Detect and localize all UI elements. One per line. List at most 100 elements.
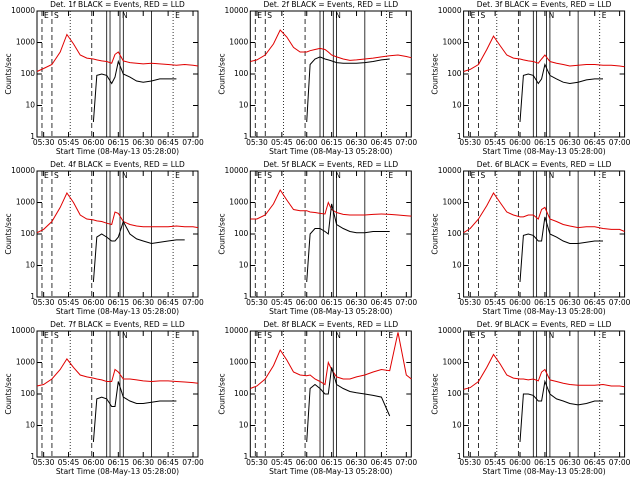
chart-title: Det. 9f BLACK = Events, RED = LLD: [477, 320, 612, 329]
y-tick-label: 1000: [443, 38, 462, 47]
x-tick-label: 06:30: [559, 458, 581, 467]
chart-title: Det. 8f BLACK = Events, RED = LLD: [263, 320, 398, 329]
event-marker-label: S: [54, 11, 59, 20]
event-marker-label: S: [481, 171, 486, 180]
x-tick-label: 06:00: [83, 298, 105, 307]
series-line: [250, 29, 412, 62]
plot-frame: [249, 170, 412, 298]
y-tick-label: 1000: [16, 198, 35, 207]
event-marker-label: E: [44, 331, 49, 340]
x-tick-label: 06:30: [132, 138, 154, 147]
event-marker-label: E: [175, 171, 180, 180]
chart-title: Det. 2f BLACK = Events, RED = LLD: [263, 0, 398, 9]
series-line: [306, 367, 391, 443]
event-marker-label: S: [481, 11, 486, 20]
series-line: [306, 56, 390, 123]
x-axis-label: Start Time (08-May-13 05:28:00): [482, 147, 605, 156]
plot-frame: [36, 170, 199, 298]
event-marker-label: E: [44, 11, 49, 20]
x-tick-label: 05:30: [459, 138, 481, 147]
y-tick-label: 10000: [224, 6, 248, 15]
series-line: [92, 220, 185, 283]
y-tick-label: 10000: [11, 326, 35, 335]
event-marker-label: N: [549, 331, 555, 340]
x-tick-label: 05:45: [484, 138, 506, 147]
x-tick-label: 06:15: [321, 138, 343, 147]
y-tick-label: 1000: [229, 38, 248, 47]
series-line: [463, 35, 625, 72]
y-tick-label: 10: [25, 101, 35, 110]
x-tick-label: 06:15: [321, 298, 343, 307]
event-marker-label: E: [257, 331, 262, 340]
x-tick-label: 05:30: [246, 138, 268, 147]
x-tick-label: 05:45: [58, 138, 80, 147]
event-marker-label: E: [602, 171, 607, 180]
chart-title: Det. 4f BLACK = Events, RED = LLD: [50, 160, 185, 169]
y-tick-label: 1000: [443, 358, 462, 367]
series-line: [250, 332, 412, 389]
x-tick-label: 06:45: [584, 298, 606, 307]
y-tick-label: 1: [457, 452, 462, 461]
x-tick-label: 06:45: [584, 138, 606, 147]
event-marker-label: N: [549, 11, 555, 20]
x-tick-label: 05:45: [58, 458, 80, 467]
event-marker-label: E: [471, 331, 476, 340]
y-tick-label: 100: [234, 389, 249, 398]
x-tick-label: 06:15: [534, 138, 556, 147]
plot-frame: [36, 10, 199, 138]
chart-title: Det. 6f BLACK = Events, RED = LLD: [477, 160, 612, 169]
series-line: [250, 188, 412, 220]
x-tick-label: 06:15: [108, 298, 130, 307]
x-axis-label: Start Time (08-May-13 05:28:00): [482, 467, 605, 476]
x-tick-label: 05:45: [271, 458, 293, 467]
event-marker-label: N: [549, 171, 555, 180]
x-axis-label: Start Time (08-May-13 05:28:00): [56, 307, 179, 316]
x-axis-label: Start Time (08-May-13 05:28:00): [269, 307, 392, 316]
x-tick-label: 05:45: [484, 298, 506, 307]
event-marker-label: S: [267, 11, 272, 20]
x-tick-label: 06:45: [371, 458, 393, 467]
y-tick-label: 100: [21, 229, 36, 238]
x-axis-label: Start Time (08-May-13 05:28:00): [269, 147, 392, 156]
y-tick-label: 1000: [443, 198, 462, 207]
x-tick-label: 06:15: [108, 458, 130, 467]
event-marker-label: E: [471, 171, 476, 180]
y-tick-label: 1000: [16, 358, 35, 367]
event-marker-label: S: [54, 171, 59, 180]
x-tick-label: 05:45: [271, 298, 293, 307]
y-tick-label: 1: [30, 132, 35, 141]
event-marker-label: E: [257, 11, 262, 20]
x-axis-label: Start Time (08-May-13 05:28:00): [56, 467, 179, 476]
y-tick-label: 1: [30, 292, 35, 301]
x-tick-label: 07:00: [396, 458, 418, 467]
x-tick-label: 06:00: [509, 298, 531, 307]
x-tick-label: 07:00: [182, 458, 204, 467]
plot-frame: [249, 330, 412, 458]
event-marker-label: N: [122, 171, 128, 180]
chart-title: Det. 3f BLACK = Events, RED = LLD: [477, 0, 612, 9]
y-tick-label: 10000: [438, 6, 462, 15]
event-marker-label: N: [335, 11, 341, 20]
y-tick-label: 1000: [229, 358, 248, 367]
y-tick-label: 100: [21, 69, 36, 78]
event-marker-label: S: [267, 171, 272, 180]
x-tick-label: 07:00: [182, 298, 204, 307]
event-marker-label: E: [602, 11, 607, 20]
event-marker-label: E: [602, 331, 607, 340]
y-tick-label: 10: [452, 101, 462, 110]
y-tick-label: 1: [244, 292, 249, 301]
y-axis-label: Counts/sec: [4, 213, 13, 254]
x-tick-label: 05:30: [459, 458, 481, 467]
y-axis-label: Counts/sec: [4, 373, 13, 414]
x-tick-label: 05:30: [33, 458, 55, 467]
x-tick-label: 06:00: [296, 138, 318, 147]
x-tick-label: 06:45: [157, 298, 179, 307]
x-tick-label: 05:30: [459, 298, 481, 307]
y-tick-label: 1: [30, 452, 35, 461]
x-tick-label: 07:00: [182, 138, 204, 147]
y-tick-label: 10000: [224, 326, 248, 335]
y-tick-label: 1000: [16, 38, 35, 47]
event-marker-label: E: [175, 11, 180, 20]
